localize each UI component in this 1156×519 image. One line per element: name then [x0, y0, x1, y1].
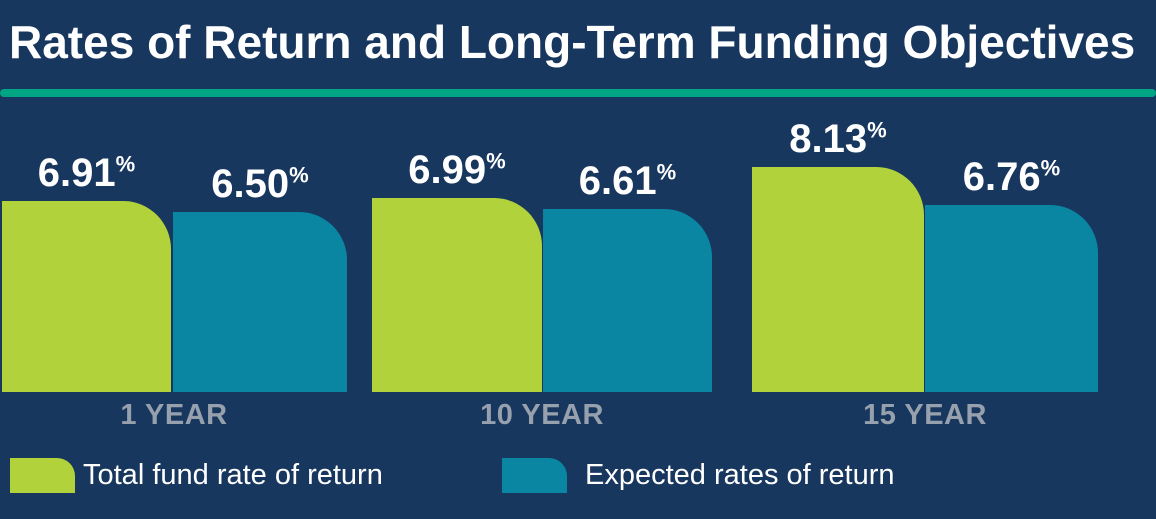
percent-sign: %	[486, 148, 506, 174]
axis-label-10-year: 10 YEAR	[480, 399, 604, 431]
value-label-15year-expected: 6.76%	[925, 157, 1098, 197]
title-divider	[0, 89, 1156, 97]
value-text: 6.50	[211, 162, 290, 206]
bar-chart: 6.91% 6.50% 6.99% 6.61% 8.13% 6.76%	[2, 119, 1098, 392]
percent-sign: %	[656, 159, 677, 185]
percent-sign: %	[1040, 155, 1061, 181]
legend-label-expected: Expected rates of return	[585, 459, 895, 491]
value-label-10year-expected: 6.61%	[543, 161, 712, 201]
value-label-1year-total-fund: 6.91%	[2, 153, 171, 193]
value-text: 6.91	[37, 151, 116, 195]
value-text: 6.76	[962, 155, 1041, 199]
percent-sign: %	[115, 151, 136, 177]
axis-label-15-year: 15 YEAR	[863, 399, 987, 431]
axis-label-1-year: 1 YEAR	[120, 399, 228, 431]
bar-1year-total-fund	[2, 201, 171, 392]
value-label-10year-total-fund: 6.99%	[372, 150, 542, 190]
bar-15year-total-fund	[752, 167, 924, 392]
value-text: 6.99	[408, 148, 487, 192]
percent-sign: %	[867, 117, 887, 143]
value-text: 8.13	[789, 117, 868, 161]
legend-label-total-fund: Total fund rate of return	[83, 459, 383, 491]
page-title: Rates of Return and Long-Term Funding Ob…	[9, 16, 1136, 68]
bar-15year-expected	[925, 205, 1098, 392]
legend-swatch-expected	[502, 458, 567, 493]
value-label-15year-total-fund: 8.13%	[752, 119, 924, 159]
bar-10year-expected	[543, 209, 712, 392]
bar-1year-expected	[173, 212, 347, 392]
legend-swatch-total-fund	[10, 458, 75, 493]
bar-10year-total-fund	[372, 198, 542, 392]
value-label-1year-expected: 6.50%	[173, 164, 347, 204]
value-text: 6.61	[578, 159, 657, 203]
percent-sign: %	[289, 162, 309, 188]
